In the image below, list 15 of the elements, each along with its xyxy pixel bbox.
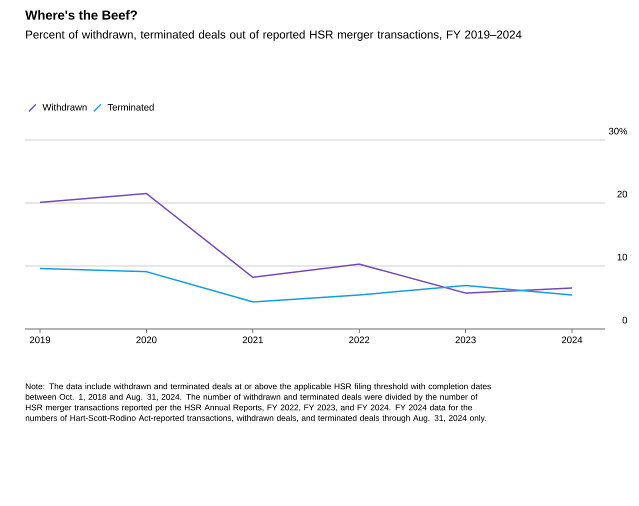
y-tick-label: 20 <box>617 190 628 198</box>
x-tick-label: 2020 <box>136 336 157 344</box>
x-tick-label: 2024 <box>562 336 582 344</box>
x-tick-label: 2023 <box>456 336 476 344</box>
chart-subtitle: Percent of withdrawn, terminated deals out of reported HSR merger transactions, FY 2019–2024 <box>26 30 522 41</box>
x-tick-label: 2019 <box>30 336 50 344</box>
text: Note: The data include withdrawn and terminated deals at or above the applicable HSR filing threshold with completion dates between Oct. 1, 2018 and Aug. 31, 2024. The number of withdrawn and terminated deals were divided by the number of HSR merger transactions reported per the HSR Annual Reports, FY 2022, FY 2023, and FY 2024. FY 2024 data for the numbers of Hart-Scott-Rodino Act-reported transactions, withdrawn deals, and terminated deals through Aug. 31, 2024 only. <box>26 383 491 423</box>
legend-label: Terminated <box>108 104 154 111</box>
y-tick-label: 0 <box>622 316 628 324</box>
chart-title: Where's the Beef? <box>25 10 137 20</box>
x-tick-label: 2021 <box>242 336 263 344</box>
x-tick-label: 2022 <box>349 336 370 344</box>
y-tick-label: 30% <box>608 128 628 134</box>
legend-label: Withdrawn <box>42 104 87 111</box>
y-tick-label: 10 <box>618 254 628 260</box>
